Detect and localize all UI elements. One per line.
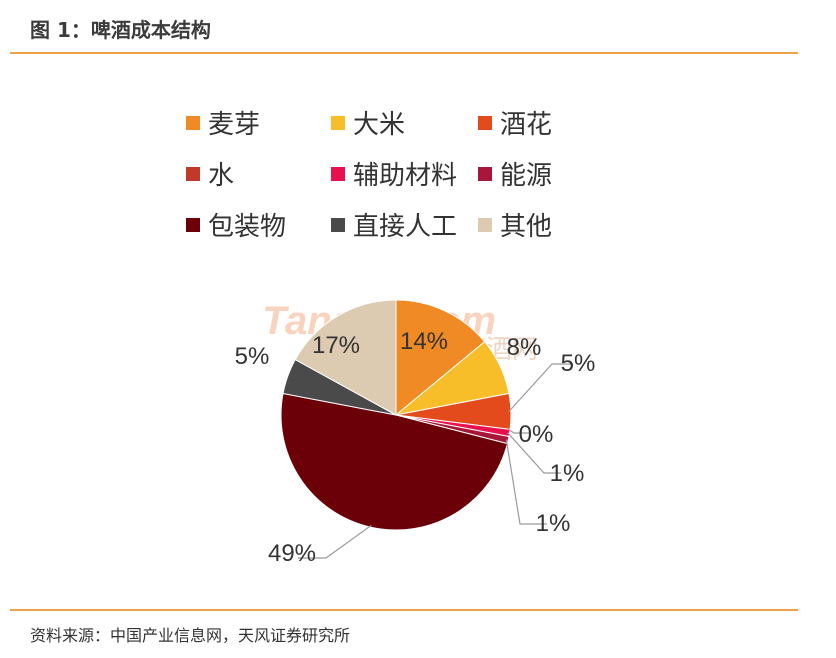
legend-label: 大米 — [353, 110, 405, 140]
legend-swatch — [478, 167, 492, 181]
leader-line — [505, 439, 547, 525]
legend-swatch — [331, 167, 345, 181]
legend-swatch — [478, 116, 492, 130]
data-label: 14% — [400, 328, 448, 355]
data-label: 0% — [519, 421, 554, 448]
source-note: 资料来源：中国产业信息网，天风证券研究所 — [30, 626, 351, 645]
figure-title: 图 1：啤酒成本结构 — [30, 18, 211, 42]
data-label: 8% — [507, 334, 542, 361]
legend-label: 麦芽 — [208, 110, 260, 140]
pie-slices — [280, 299, 512, 531]
legend-label: 能源 — [500, 161, 552, 191]
legend-label: 酒花 — [500, 110, 552, 140]
legend-swatch — [186, 116, 200, 130]
legend-swatch — [331, 218, 345, 232]
leader-lines — [298, 363, 572, 559]
leader-line — [507, 428, 530, 434]
leader-line — [508, 363, 572, 412]
data-label: 1% — [550, 460, 585, 487]
legend-label: 直接人工 — [353, 212, 457, 242]
data-label: 17% — [312, 332, 360, 359]
legend-label: 辅助材料 — [353, 161, 457, 191]
data-label: 1% — [536, 510, 571, 537]
pie-slice — [294, 299, 397, 416]
legend-label: 水 — [208, 161, 234, 191]
data-label: 49% — [268, 540, 316, 567]
data-label: 5% — [561, 350, 596, 377]
legend-label: 包装物 — [208, 212, 286, 242]
legend-label: 其他 — [500, 212, 552, 242]
leader-line — [507, 432, 561, 474]
top-divider — [10, 52, 798, 54]
legend-swatch — [331, 116, 345, 130]
legend-swatch — [478, 218, 492, 232]
data-labels: 14% 8% 5% 0% 1% 1% 49% 5% 17% — [235, 328, 596, 567]
legend-swatch — [186, 218, 200, 232]
data-label: 5% — [235, 343, 270, 370]
pie-slice — [280, 392, 508, 531]
pie-slice — [395, 299, 486, 417]
legend-swatch — [186, 167, 200, 181]
leader-line — [298, 524, 372, 559]
bottom-divider — [10, 609, 798, 611]
